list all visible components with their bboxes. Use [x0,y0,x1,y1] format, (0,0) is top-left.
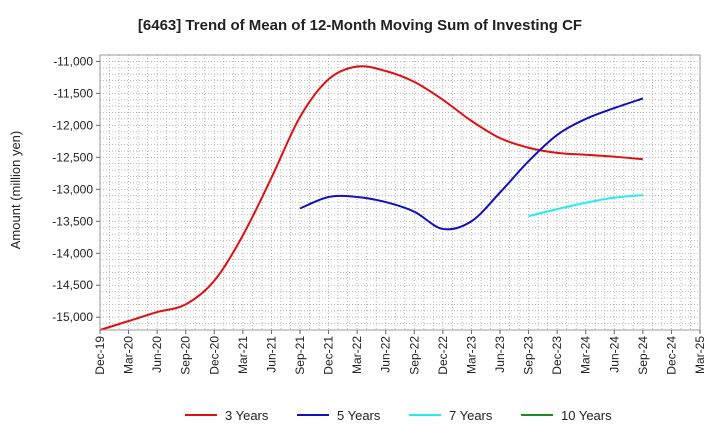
x-tick-label: Mar-25 [693,336,707,374]
x-tick-label: Dec-23 [550,336,564,375]
x-tick-label: Dec-21 [322,336,336,375]
x-tick-label: Sep-24 [636,336,650,375]
x-tick-label: Sep-20 [179,336,193,375]
x-tick-label: Mar-20 [122,336,136,374]
x-tick-label: Sep-23 [522,336,536,375]
x-tick-label: Mar-22 [350,336,364,374]
horizontal-gridlines [100,60,700,325]
legend-label-7-years: 7 Years [449,408,493,423]
legend: 3 Years 5 Years 7 Years 10 Years [185,408,612,423]
chart-title: [6463] Trend of Mean of 12-Month Moving … [138,17,582,34]
x-tick-label: Dec-24 [664,336,678,375]
series-line-7-years [528,194,643,218]
y-axis-label: Amount (million yen) [8,131,23,250]
series-line-5-years [299,97,644,231]
x-tick-label: Jun-22 [379,336,393,373]
plot-frame [99,54,701,331]
y-tick-label: -14,500 [52,278,93,292]
x-tick-label: Mar-23 [464,336,478,374]
x-tick-label: Jun-20 [150,336,164,373]
y-tick-label: -15,000 [52,310,93,324]
y-tick-label: -12,500 [52,150,93,164]
y-tick-label: -11,500 [53,86,93,100]
x-tick-label: Dec-20 [207,336,221,375]
x-tick-label: Jun-21 [264,336,278,373]
x-tick-label: Sep-22 [407,336,421,375]
x-axis-ticks: Dec-19 Mar-20 Jun-20 Sep-20 Dec-20 Mar-21 Jun-… [93,330,707,375]
x-tick-label: Sep-21 [293,336,307,375]
legend-label-10-years: 10 Years [561,408,612,423]
series-line-3-years [99,65,643,331]
vertical-gridlines [109,55,691,330]
x-tick-label: Jun-23 [493,336,507,373]
x-tick-label: Mar-21 [236,336,250,374]
y-axis-ticks: -11,000 -11,500 -12,000 -12,500 -13,000 -13,5… [52,54,100,324]
y-tick-label: -12,000 [52,118,93,132]
x-tick-label: Mar-24 [579,336,593,374]
y-tick-label: -13,500 [52,214,93,228]
y-tick-label: -14,000 [52,246,93,260]
y-tick-label: -11,000 [53,54,93,68]
x-tick-label: Dec-19 [93,336,107,375]
legend-label-5-years: 5 Years [337,408,381,423]
series-lines [99,65,644,331]
y-tick-label: -13,000 [52,182,93,196]
x-tick-label: Jun-24 [607,336,621,373]
x-tick-label: Dec-22 [436,336,450,375]
plot-area [100,55,700,330]
legend-label-3-years: 3 Years [225,408,269,423]
